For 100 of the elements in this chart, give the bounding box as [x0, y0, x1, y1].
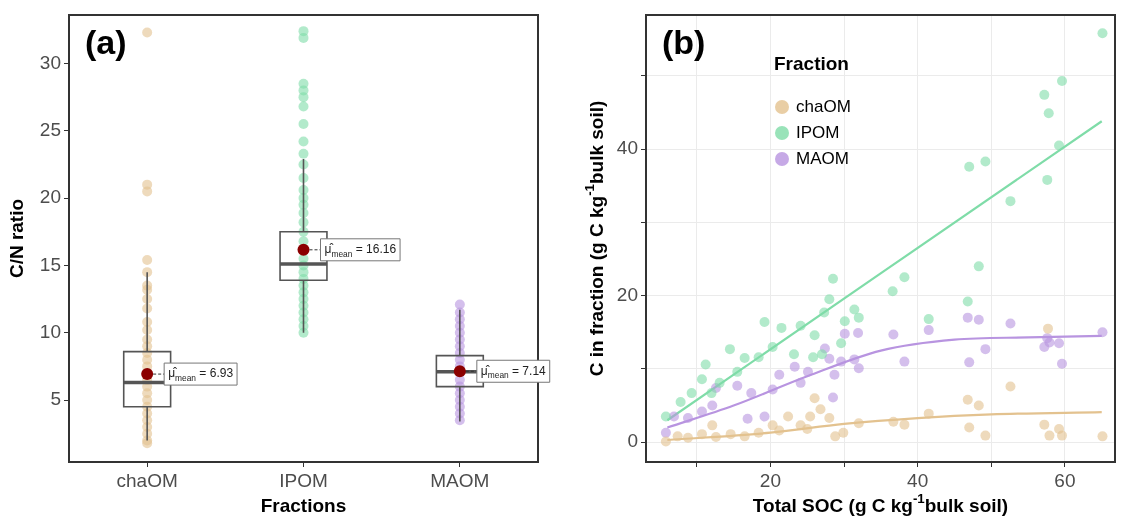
- point: [759, 411, 770, 422]
- point: [839, 316, 850, 327]
- point: [682, 432, 693, 443]
- legend-title: Fraction: [774, 53, 849, 75]
- y-tick-label: 20: [39, 186, 61, 208]
- y-axis-title: C/N ratio: [6, 198, 28, 279]
- y-tick-label: 5: [50, 388, 61, 410]
- point: [899, 419, 910, 430]
- point: [1005, 318, 1016, 329]
- point: [962, 296, 973, 307]
- point: [732, 366, 743, 377]
- x-tick-label: chaOM: [116, 469, 178, 491]
- point: [964, 357, 975, 368]
- point: [686, 388, 697, 399]
- point: [789, 361, 800, 372]
- point: [696, 429, 707, 440]
- x-tick-label: IPOM: [279, 469, 328, 491]
- y-tick-label: 15: [39, 253, 61, 275]
- point: [836, 338, 847, 349]
- point: [1054, 140, 1065, 151]
- point: [923, 314, 934, 325]
- point: [836, 356, 847, 367]
- point: [1043, 108, 1054, 119]
- point: [1054, 424, 1065, 435]
- point: [962, 394, 973, 405]
- point: [795, 320, 806, 331]
- point: [767, 341, 778, 352]
- point: [808, 352, 819, 363]
- point: [675, 396, 686, 407]
- point: [980, 430, 991, 441]
- point: [838, 427, 849, 438]
- annotation: (a): [85, 23, 127, 62]
- point: [1044, 337, 1055, 348]
- point: [899, 272, 910, 283]
- point: [742, 413, 753, 424]
- point: [923, 325, 934, 336]
- point: [783, 411, 794, 422]
- point: [795, 377, 806, 388]
- y-axis-title: C in fraction (g C kg-1bulk soil): [582, 100, 608, 377]
- point: [1039, 419, 1050, 430]
- point: [819, 307, 830, 318]
- point: [829, 369, 840, 380]
- point: [1056, 358, 1067, 369]
- point: [739, 352, 750, 363]
- point: [753, 352, 764, 363]
- point: [1044, 430, 1055, 441]
- point: [853, 363, 864, 374]
- point: [746, 388, 757, 399]
- point: [815, 404, 826, 415]
- x-tick-label: 40: [907, 469, 929, 491]
- point: [700, 359, 711, 370]
- point: [1043, 323, 1053, 334]
- point: [660, 411, 671, 422]
- annotation: (b): [662, 23, 706, 62]
- point: [824, 353, 835, 364]
- point: [714, 377, 725, 388]
- point: [724, 344, 735, 355]
- point: [973, 261, 984, 272]
- point: [888, 329, 899, 340]
- point: [1042, 174, 1053, 185]
- y-tick-label: 0: [627, 430, 638, 452]
- point: [888, 416, 899, 427]
- y-tick-label: 25: [39, 119, 61, 141]
- point: [725, 429, 736, 440]
- point: [1039, 89, 1050, 100]
- point: [767, 384, 778, 395]
- point: [973, 400, 984, 411]
- point: [899, 356, 910, 367]
- point: [887, 286, 898, 297]
- point: [962, 312, 973, 323]
- point: [710, 432, 721, 443]
- point: [853, 328, 864, 339]
- y-tick-label: 20: [616, 283, 638, 305]
- point: [853, 418, 864, 429]
- point: [1056, 75, 1067, 86]
- point: [672, 431, 683, 442]
- point: [853, 312, 864, 323]
- point: [707, 420, 718, 431]
- point: [828, 273, 839, 284]
- point: [660, 436, 671, 447]
- point: [1005, 381, 1016, 392]
- legend-label: chaOM: [796, 96, 851, 116]
- point: [753, 427, 764, 438]
- legend-label: IPOM: [796, 122, 840, 142]
- point: [1097, 327, 1108, 338]
- point: [973, 314, 984, 325]
- point: [759, 317, 770, 328]
- point: [830, 431, 841, 442]
- point: [1005, 196, 1016, 207]
- point: [839, 328, 850, 339]
- point: [788, 349, 799, 360]
- point: [774, 425, 785, 436]
- point: [732, 380, 743, 391]
- point: [816, 349, 827, 360]
- point: [802, 424, 813, 435]
- point: [824, 294, 835, 305]
- point: [776, 322, 787, 333]
- point: [923, 408, 934, 419]
- y-tick-label: 40: [616, 137, 638, 159]
- x-tick-label: MAOM: [430, 469, 490, 491]
